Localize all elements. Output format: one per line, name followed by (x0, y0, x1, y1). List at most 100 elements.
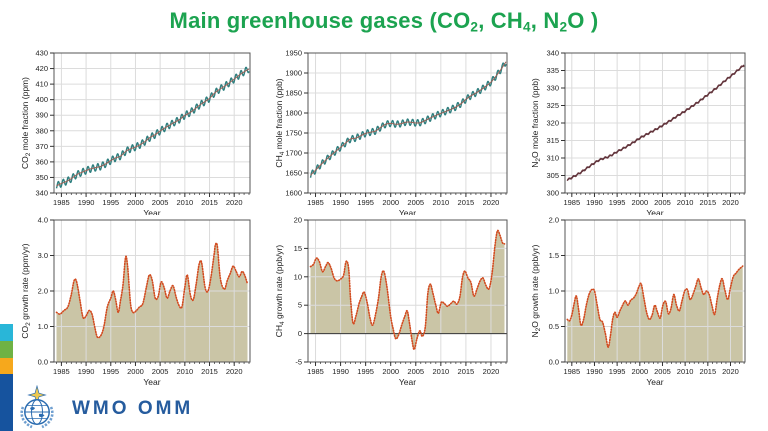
stripe-segment (0, 374, 13, 431)
svg-text:15: 15 (294, 244, 302, 253)
svg-text:410: 410 (35, 80, 48, 89)
page-title: Main greenhouse gases (CO2, CH4, N2O ) (0, 8, 768, 34)
svg-text:10: 10 (294, 272, 302, 281)
chart-n2o-growth-rate: 1985 1990 1995 2000 2005 2010 2015 2020 0.0 0.5 1.… (524, 213, 768, 391)
chart-ch4-growth-rate: 1985 1990 1995 2000 2005 2010 2015 2020 -5 0 5 10 15… (268, 213, 518, 391)
ch4-mole-fraction-ylabel: CH4 mole fraction (ppb) (274, 78, 286, 167)
co2-mole-fraction-plot: 1985 1990 1995 2000 2005 2010 2015 2020 340 350 36… (20, 49, 251, 215)
svg-text:1650: 1650 (285, 169, 302, 178)
n2o-growth-rate-xlabel: Year (646, 377, 663, 387)
n2o-growth-rate-area (567, 266, 743, 362)
svg-text:2005: 2005 (654, 367, 671, 376)
chart-ch4-mole-fraction: 1985 1990 1995 2000 2005 2010 2015 2020 1600 1650… (268, 47, 518, 215)
svg-text:2005: 2005 (152, 367, 169, 376)
svg-text:2005: 2005 (407, 198, 424, 207)
svg-text:2000: 2000 (382, 367, 399, 376)
svg-text:400: 400 (35, 95, 48, 104)
svg-text:2020: 2020 (722, 367, 739, 376)
svg-text:360: 360 (35, 157, 48, 166)
svg-text:1950: 1950 (285, 49, 302, 58)
svg-text:2000: 2000 (631, 367, 648, 376)
svg-text:2005: 2005 (654, 198, 671, 207)
ch4-growth-rate-series (309, 229, 506, 351)
svg-text:2015: 2015 (201, 198, 218, 207)
svg-text:2015: 2015 (458, 367, 475, 376)
svg-text:0: 0 (298, 329, 302, 338)
wmo-logo-icon (20, 385, 54, 429)
co2-mole-fraction-trend-series (56, 68, 250, 187)
svg-text:380: 380 (35, 126, 48, 135)
n2o-growth-rate-series (566, 265, 744, 348)
title-subscript: 2 (470, 19, 479, 35)
n2o-mole-fraction-ylabel: N2O mole fraction (ppb) (530, 78, 542, 168)
svg-text:2020: 2020 (226, 198, 243, 207)
n2o-mole-fraction-plot: 1985 1990 1995 2000 2005 2010 2015 2020 300 305 31… (530, 49, 746, 215)
chart-co2-growth-rate: 1985 1990 1995 2000 2005 2010 2015 2020 0.0 1.0 2.… (14, 213, 264, 391)
stripe-segment (0, 324, 13, 341)
svg-text:1990: 1990 (332, 367, 349, 376)
n2o-growth-rate-ylabel: N2O growth rate (ppb/yr) (530, 244, 542, 337)
accent-stripe (0, 324, 13, 431)
svg-text:305: 305 (546, 171, 559, 180)
svg-text:2020: 2020 (483, 367, 500, 376)
svg-text:20: 20 (294, 216, 302, 225)
ch4-mole-fraction-xlabel: Year (399, 208, 416, 215)
svg-text:4.0: 4.0 (38, 216, 48, 225)
svg-text:1995: 1995 (357, 367, 374, 376)
svg-text:5: 5 (298, 301, 302, 310)
svg-text:0.5: 0.5 (549, 322, 559, 331)
svg-text:2015: 2015 (699, 367, 716, 376)
chart-n2o-mole-fraction: 1985 1990 1995 2000 2005 2010 2015 2020 300 305 31… (524, 47, 768, 215)
co2-growth-rate-series (55, 242, 249, 339)
co2-mole-fraction-seasonal-series (55, 66, 250, 189)
svg-text:320: 320 (546, 119, 559, 128)
title-subscript: 4 (523, 19, 531, 35)
svg-text:330: 330 (546, 84, 559, 93)
svg-text:370: 370 (35, 142, 48, 151)
svg-text:2010: 2010 (432, 198, 449, 207)
co2-growth-rate-ylabel: CO2 growth rate (ppm/yr) (20, 243, 32, 338)
ch4-growth-rate-area (310, 230, 505, 350)
chart-co2-mole-fraction: 1985 1990 1995 2000 2005 2010 2015 2020 340 350 36… (14, 47, 264, 215)
svg-text:1.5: 1.5 (549, 251, 559, 260)
svg-text:1995: 1995 (102, 198, 119, 207)
svg-text:2015: 2015 (699, 198, 716, 207)
svg-text:2005: 2005 (407, 367, 424, 376)
svg-text:0.0: 0.0 (38, 358, 48, 367)
svg-text:310: 310 (546, 154, 559, 163)
svg-text:1990: 1990 (332, 198, 349, 207)
svg-text:1900: 1900 (285, 69, 302, 78)
title-subscript: 2 (559, 19, 568, 35)
svg-text:2020: 2020 (483, 198, 500, 207)
svg-text:1985: 1985 (307, 367, 324, 376)
svg-text:1990: 1990 (78, 367, 95, 376)
svg-text:350: 350 (35, 173, 48, 182)
svg-text:1995: 1995 (102, 367, 119, 376)
wmo-laurel-right (41, 406, 54, 429)
svg-text:2010: 2010 (176, 198, 193, 207)
svg-text:1995: 1995 (609, 367, 626, 376)
svg-text:1.0: 1.0 (549, 287, 559, 296)
svg-text:1995: 1995 (609, 198, 626, 207)
ch4-growth-rate-xlabel: Year (399, 377, 416, 387)
svg-text:2000: 2000 (127, 367, 144, 376)
svg-text:325: 325 (546, 101, 559, 110)
svg-text:1700: 1700 (285, 149, 302, 158)
svg-text:-5: -5 (295, 358, 302, 367)
svg-text:420: 420 (35, 64, 48, 73)
footer-logo: WMO OMM (16, 385, 193, 429)
svg-text:1850: 1850 (285, 89, 302, 98)
svg-text:1985: 1985 (307, 198, 324, 207)
svg-text:315: 315 (546, 136, 559, 145)
svg-text:430: 430 (35, 49, 48, 58)
ch4-mole-fraction-plot: 1985 1990 1995 2000 2005 2010 2015 2020 1600 1650… (274, 49, 508, 215)
svg-text:1995: 1995 (357, 198, 374, 207)
co2-mole-fraction-ylabel: CO2 mole fraction (ppm) (20, 77, 32, 169)
svg-text:2.0: 2.0 (38, 287, 48, 296)
svg-text:340: 340 (546, 49, 559, 58)
svg-text:340: 340 (35, 189, 48, 198)
svg-text:1985: 1985 (53, 367, 70, 376)
n2o-mole-fraction-xlabel: Year (646, 208, 663, 215)
svg-text:3.0: 3.0 (38, 251, 48, 260)
